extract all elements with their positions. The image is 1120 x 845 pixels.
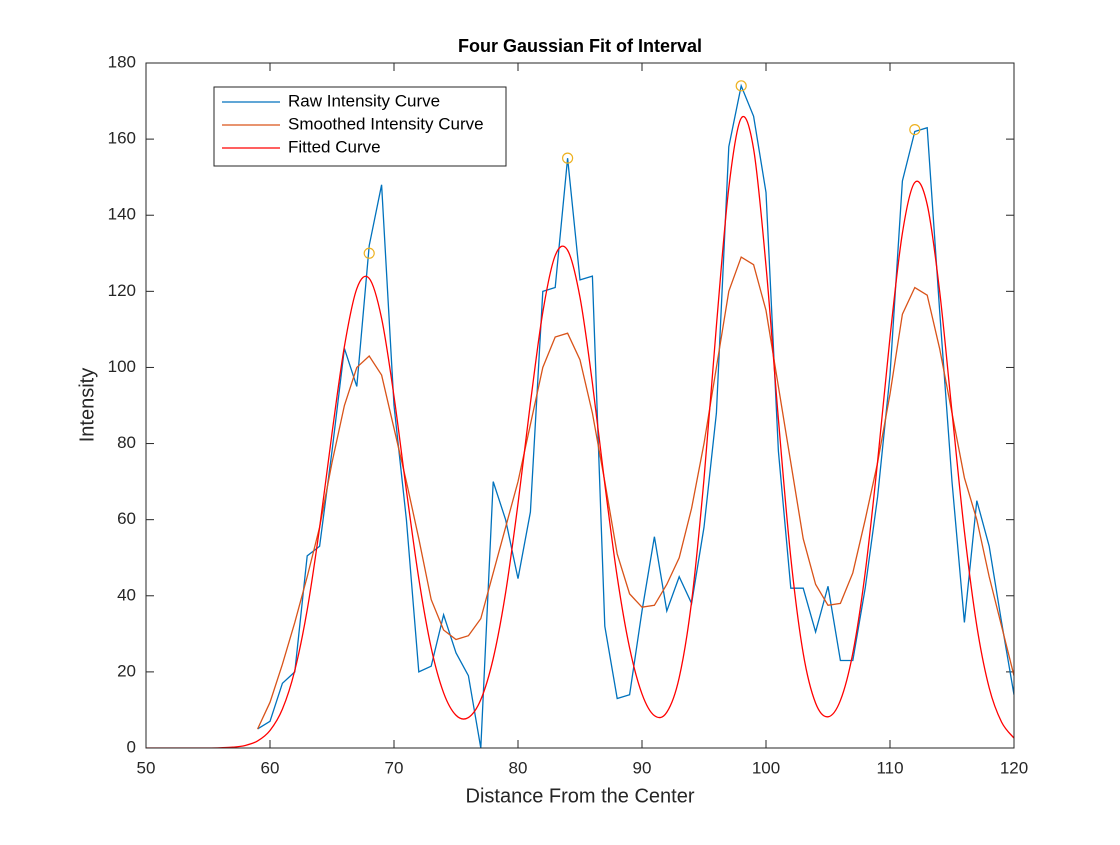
series-line <box>257 83 1014 748</box>
peak-marker <box>735 80 747 92</box>
legend-label: Fitted Curve <box>288 137 381 156</box>
y-tick-label: 180 <box>108 52 136 71</box>
x-tick-label: 80 <box>509 758 528 777</box>
peak-marker <box>363 247 375 259</box>
legend-label: Raw Intensity Curve <box>288 91 440 110</box>
y-tick-label: 160 <box>108 129 136 148</box>
y-tick-label: 60 <box>117 509 136 528</box>
y-tick-label: 120 <box>108 281 136 300</box>
axes-box <box>145 62 1015 749</box>
y-tick-label: 0 <box>127 737 136 756</box>
y-tick-label: 100 <box>108 357 136 376</box>
x-tick-label: 90 <box>633 758 652 777</box>
x-tick-label: 70 <box>385 758 404 777</box>
chart-title: Four Gaussian Fit of Interval <box>458 36 702 56</box>
x-tick-label: 110 <box>876 758 903 777</box>
x-axis-label: Distance From the Center <box>466 785 695 807</box>
y-tick-label: 20 <box>117 661 136 680</box>
x-tick-label: 60 <box>261 758 280 777</box>
x-tick-label: 100 <box>752 758 780 777</box>
legend-box <box>213 86 507 167</box>
peak-marker <box>561 152 574 164</box>
y-tick-label: 40 <box>117 585 136 604</box>
y-axis-label: Intensity <box>76 368 98 442</box>
y-tick-label: 140 <box>108 205 136 224</box>
x-tick-label: 120 <box>1000 758 1028 777</box>
series-line <box>146 115 1014 748</box>
peak-marker <box>909 123 921 136</box>
y-tick-label: 80 <box>117 433 136 452</box>
legend-label: Smoothed Intensity Curve <box>288 114 484 133</box>
x-tick-label: 50 <box>137 758 156 777</box>
series-line <box>257 256 1014 730</box>
